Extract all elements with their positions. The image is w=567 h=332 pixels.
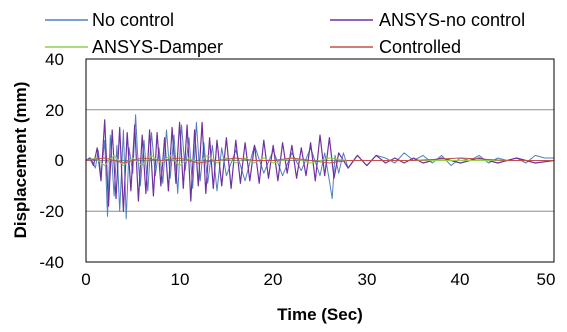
plot-frame	[85, 58, 555, 263]
x-tick-label-50: 50	[537, 270, 556, 289]
x-tick-label-30: 30	[358, 270, 377, 289]
x-tick-label-10: 10	[171, 270, 190, 289]
series-ansys-no-control	[85, 119, 555, 212]
y-axis-ticks: 40 20 0 -20 -40	[39, 50, 64, 272]
x-tick-label-20: 20	[264, 270, 283, 289]
x-axis-ticks: 0 10 20 30 40 50	[81, 270, 555, 289]
series-no-control	[85, 114, 554, 220]
x-tick-label-0: 0	[81, 270, 90, 289]
legend-label-no-control: No control	[92, 10, 174, 30]
series-layer	[85, 114, 555, 220]
y-axis-title: Displacement (mm)	[11, 82, 30, 239]
legend-label-controlled: Controlled	[379, 37, 461, 57]
y-tick-label-0: 0	[55, 151, 64, 170]
legend: No control ANSYS-no control ANSYS-Damper…	[45, 10, 525, 57]
legend-label-ansys-damper: ANSYS-Damper	[92, 37, 223, 57]
y-tick-label-40: 40	[45, 50, 64, 69]
y-tick-label-neg40: -40	[39, 253, 64, 272]
x-axis-title: Time (Sec)	[277, 305, 363, 324]
legend-label-ansys-no-control: ANSYS-no control	[379, 10, 525, 30]
y-tick-label-neg20: -20	[39, 202, 64, 221]
y-tick-label-20: 20	[45, 101, 64, 120]
series-controlled	[85, 157, 554, 164]
x-tick-label-40: 40	[451, 270, 470, 289]
